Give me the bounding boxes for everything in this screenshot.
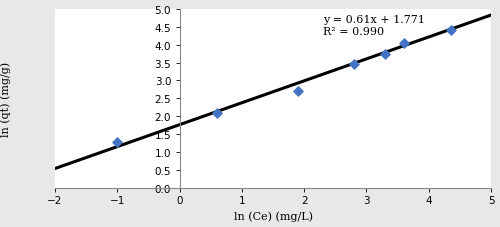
Point <box>446 29 454 33</box>
Point <box>381 52 389 56</box>
Point <box>213 111 221 115</box>
Text: y = 0.61x + 1.771
R² = 0.990: y = 0.61x + 1.771 R² = 0.990 <box>323 15 424 36</box>
Y-axis label: ln (qt) (mg/g): ln (qt) (mg/g) <box>0 62 11 136</box>
X-axis label: ln (Ce) (mg/L): ln (Ce) (mg/L) <box>234 211 312 222</box>
Point <box>113 140 121 144</box>
Point <box>400 42 408 45</box>
Point <box>294 90 302 94</box>
Point <box>350 63 358 67</box>
